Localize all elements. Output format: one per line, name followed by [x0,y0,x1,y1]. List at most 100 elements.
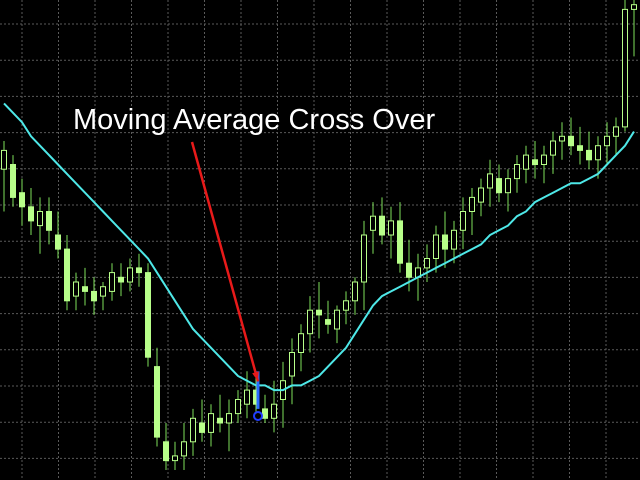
candle [181,423,187,470]
candle-body [370,215,376,231]
candle-body [604,135,610,147]
candle [550,131,556,174]
candle-body [487,173,493,189]
candle-body [28,206,34,222]
candle-body [127,267,133,283]
candle [379,197,385,245]
candle [451,220,457,264]
candle [163,423,169,470]
candle-body [217,417,223,424]
candle [91,277,97,315]
candle-body [550,140,556,156]
candle-body [64,248,70,302]
candle [586,131,592,170]
candle-body [496,178,502,194]
candle-body [532,159,538,166]
candle [514,155,520,193]
candle [10,155,16,207]
candle [136,253,142,287]
candle [631,0,637,57]
candle-body [361,234,367,283]
candle [172,441,178,470]
candle [559,122,565,160]
moving-average-line [3,102,635,392]
candle-body [505,178,511,194]
candle-body [271,403,277,419]
candle [190,408,196,456]
candle [604,122,610,165]
candle-body [478,187,484,203]
candle [73,272,79,311]
candle-body [613,126,619,137]
candle-body [91,290,97,302]
candle [343,291,349,325]
candle-body [523,154,529,170]
candle [19,178,25,226]
candle-body [586,149,592,161]
candle-body [469,196,475,212]
candle [370,202,376,254]
candle-body [352,281,358,302]
candle [541,145,547,184]
candle-body [631,4,637,10]
candle-body [226,413,232,424]
candle-body [559,135,565,142]
candle-body [1,149,7,170]
candle-body [568,135,574,147]
candle [262,394,268,423]
candle-body [163,441,169,462]
candle [208,404,214,447]
candle [352,277,358,315]
candle-body [172,455,178,462]
candle [37,197,43,254]
candle-body [442,234,448,250]
candle-body [541,154,547,166]
candle-body [379,215,385,236]
candle [325,300,331,334]
candle [307,296,313,353]
candle [478,178,484,217]
candle-body [433,234,439,259]
candle [127,258,133,292]
candle [523,145,529,184]
candle-body [145,272,151,358]
candle-body [388,220,394,236]
candle [595,136,601,179]
candle-body [289,352,295,377]
candle [496,164,502,203]
candle [568,117,574,156]
candle-body [244,389,250,405]
candle [334,305,340,344]
candle-body [577,145,583,151]
candle [100,282,106,311]
candle-body [100,286,106,297]
candle-body [262,408,268,419]
candle [46,197,52,245]
candle-body [46,211,52,231]
candle [82,267,88,306]
candle [64,235,70,311]
candle-body [199,422,205,433]
candle [397,202,403,273]
candle [532,141,538,179]
candle [433,225,439,273]
candle [28,188,34,235]
candle [622,0,628,132]
candle [298,324,304,372]
candle [361,220,367,311]
candle [505,169,511,212]
arrow-shaft [190,141,260,382]
candle-body [514,164,520,180]
candle [280,361,286,428]
candle-body [334,309,340,330]
candle-body [55,234,61,250]
candle [469,188,475,235]
candle-body [235,399,241,415]
candle-body [190,417,196,443]
candle-body [118,276,124,283]
candle-body [298,333,304,354]
candle-body [316,309,322,316]
candle-body [460,211,466,231]
